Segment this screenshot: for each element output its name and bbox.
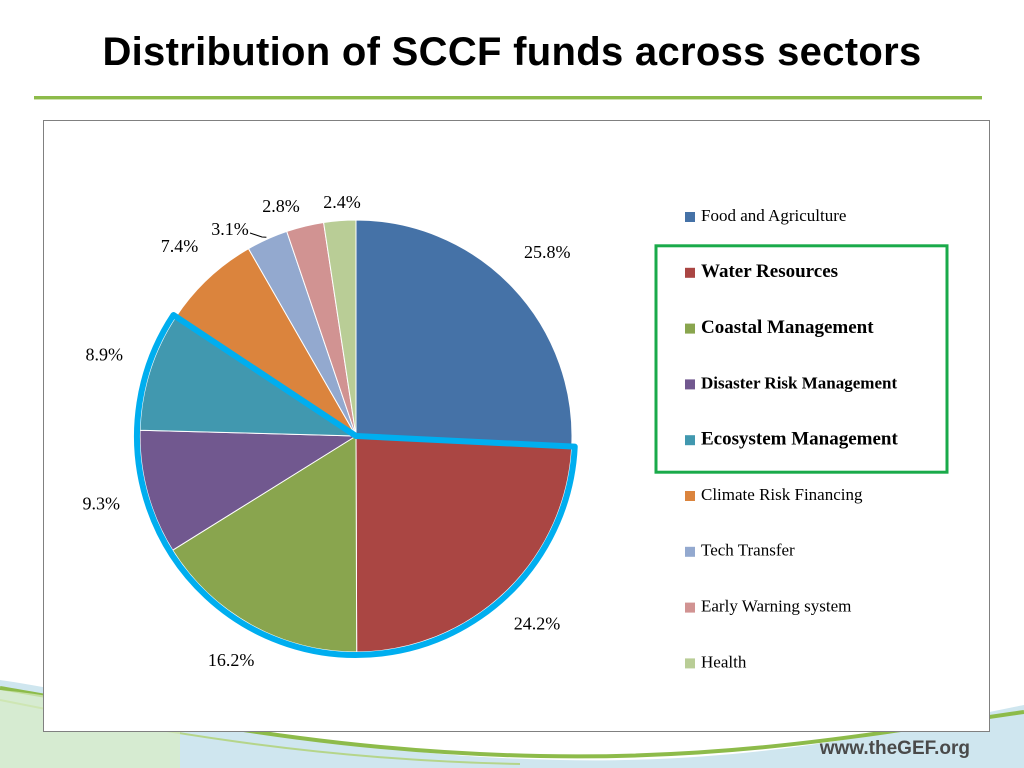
pie-slice-coastal-management <box>171 435 358 653</box>
data-label-food-and-agriculture: 25.8% <box>524 242 571 262</box>
data-labels: 25.8% 24.2% 16.2% 9.3% 8.9% 7.4% 3.1% 2.8% 2.4% <box>82 192 570 670</box>
legend-label-coastal-management: Coastal Management <box>701 317 874 338</box>
legend-label-health: Health <box>701 652 747 671</box>
data-label-climate-risk-financing: 7.4% <box>161 236 199 256</box>
data-label-disaster-risk-management: 9.3% <box>82 493 120 513</box>
legend-swatch-tech-transfer <box>685 546 695 557</box>
legend-label-ecosystem-management: Ecosystem Management <box>701 429 898 450</box>
pie-slice-water-resources <box>355 435 573 653</box>
legend-swatch-food-and-agriculture <box>685 212 695 222</box>
title-divider <box>34 96 982 99</box>
legend-highlight-box <box>654 244 949 474</box>
highlight-outline-path <box>134 312 578 658</box>
data-label-ecosystem-management: 8.9% <box>86 345 124 365</box>
chart-legend: Food and Agriculture Water Resources Coast… <box>654 206 949 671</box>
legend-label-climate-risk-financing: Climate Risk Financing <box>701 485 863 504</box>
label-leader-line <box>249 232 267 238</box>
footer-url[interactable]: www.theGEF.org <box>819 738 970 759</box>
data-label-coastal-management: 16.2% <box>208 650 255 670</box>
legend-swatch-disaster-risk-management <box>685 379 695 390</box>
data-label-tech-transfer: 3.1% <box>211 219 249 239</box>
data-label-water-resources: 24.2% <box>514 614 561 634</box>
legend-label-water-resources: Water Resources <box>701 261 838 282</box>
pie-slice-food-and-agriculture <box>355 219 573 448</box>
slide-title: Distribution of SCCF funds across sector… <box>102 30 922 74</box>
legend-swatch-ecosystem-management <box>685 435 695 446</box>
legend-label-early-warning-system: Early Warning system <box>701 597 851 616</box>
data-label-health: 2.4% <box>323 192 361 212</box>
legend-swatch-early-warning-system <box>685 602 695 613</box>
pie-chart: 25.8%24.2%16.2%9.3%8.9%7.4%3.1%2.8% 2.4% … <box>82 192 949 671</box>
chart-frame: 25.8% 24.2% 16.2% 9.3% 8.9% 7.4% 3.1% 2.8% 2.4% … <box>43 120 990 732</box>
legend-label-tech-transfer: Tech Transfer <box>701 541 795 560</box>
pie-slice-disaster-risk-management <box>139 429 358 551</box>
legend-label-disaster-risk-management: Disaster Risk Management <box>701 373 897 392</box>
pie-slices <box>139 219 573 653</box>
pie-slice-health <box>323 219 357 437</box>
legend-swatch-climate-risk-financing <box>685 491 695 501</box>
legend-swatch-coastal-management <box>685 323 695 334</box>
legend-label-food-and-agriculture: Food and Agriculture <box>701 206 846 225</box>
legend-swatch-water-resources <box>685 267 695 278</box>
highlight-outline <box>134 312 578 658</box>
pie-slice-ecosystem-management <box>139 315 358 437</box>
title-divider-shadow <box>34 99 982 100</box>
legend-swatch-health <box>685 658 695 669</box>
data-label-early-warning-system: 2.8% <box>262 196 300 216</box>
